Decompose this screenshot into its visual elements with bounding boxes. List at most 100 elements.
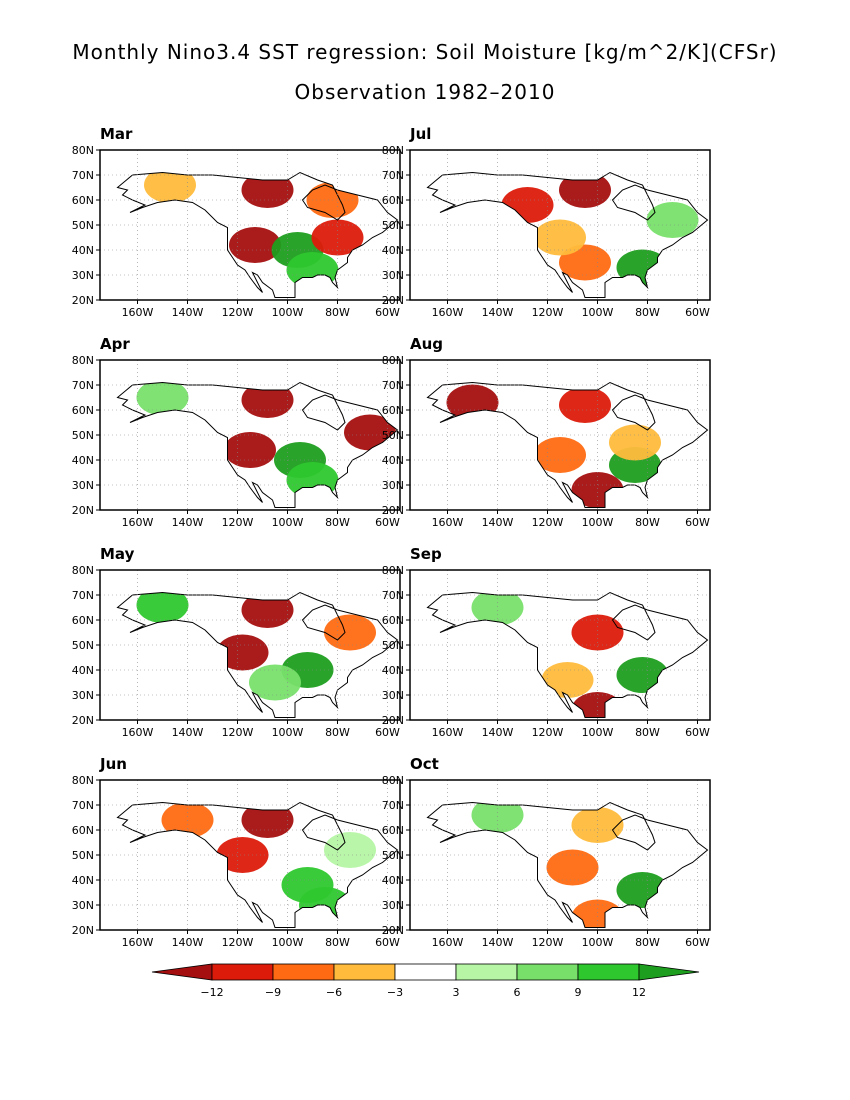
panel-label: Jul (410, 125, 432, 143)
map-panel-may: May 160W 140W 120W 100W 80W 60W 20N 30N 40N 50N 60N… (50, 545, 401, 750)
colorbar-swatch (577, 963, 640, 981)
y-tick-label: 50N (72, 639, 94, 652)
x-tick-label: 100W (272, 516, 304, 529)
x-tick-label: 120W (532, 726, 564, 739)
x-tick-label: 60W (685, 516, 710, 529)
anomaly-blob (136, 382, 189, 416)
x-tick-label: 60W (375, 306, 400, 319)
y-tick-label: 60N (72, 404, 94, 417)
map-plot: 160W 140W 120W 100W 80W 60W20N30N40N50N60N70N… (72, 354, 401, 529)
y-tick-label: 70N (382, 379, 404, 392)
colorbar-label: 6 (514, 986, 521, 999)
y-tick-label: 30N (382, 479, 404, 492)
colorbar-label: 9 (575, 986, 582, 999)
x-tick-label: 160W (432, 306, 464, 319)
map-panel-mar: Mar 160W 140W 120W 100W 80W 60W 20N 30N 40N 50N 60N… (50, 125, 401, 330)
colorbar-label: −12 (200, 986, 223, 999)
x-tick-label: 160W (432, 936, 464, 949)
y-tick-label: 30N (72, 479, 94, 492)
anomaly-blob (646, 202, 699, 238)
x-tick-label: 120W (222, 936, 254, 949)
x-tick-label: 100W (272, 726, 304, 739)
colorbar-label: 12 (632, 986, 646, 999)
x-tick-label: 160W (432, 516, 464, 529)
x-tick-label: 80W (325, 726, 350, 739)
x-tick-label: 80W (325, 306, 350, 319)
anomaly-blob (559, 387, 611, 423)
y-tick-label: 30N (72, 899, 94, 912)
x-tick-label: 60W (685, 936, 710, 949)
x-tick-label: 120W (532, 516, 564, 529)
x-tick-label: 80W (325, 516, 350, 529)
y-tick-label: 70N (382, 169, 404, 182)
anomaly-blob (616, 249, 669, 286)
y-tick-label: 40N (72, 664, 94, 677)
map-panel-sep: Sep 160W 140W 120W 100W 80W 60W 20N 30N 40N 50N 60N… (360, 545, 711, 750)
y-tick-label: 60N (382, 824, 404, 837)
anomaly-blob (224, 432, 276, 468)
y-tick-label: 80N (382, 144, 404, 157)
colorbar-swatch (394, 963, 457, 981)
panel-label: Jun (100, 755, 127, 773)
y-tick-label: 60N (72, 194, 94, 207)
map-panel-jul: Jul 160W 140W 120W 100W 80W 60W 20N 30N 40N 50N 60N… (360, 125, 711, 330)
y-tick-label: 60N (382, 404, 404, 417)
map-plot: 160W 140W 120W 100W 80W 60W20N30N40N50N60N70N… (382, 144, 711, 319)
y-tick-label: 20N (72, 504, 94, 517)
x-tick-label: 100W (582, 936, 614, 949)
anomaly-blob (241, 592, 294, 628)
colorbar-swatch (333, 963, 396, 981)
x-tick-label: 140W (172, 306, 204, 319)
anomaly-blob (541, 662, 594, 698)
x-tick-label: 120W (222, 306, 254, 319)
anomaly-blob (229, 227, 281, 263)
anomaly-blob (571, 472, 624, 508)
anomaly-blob (241, 382, 294, 418)
anomaly-blob (324, 614, 376, 651)
colorbar-swatch (151, 963, 213, 981)
y-tick-label: 20N (382, 294, 404, 307)
x-tick-label: 140W (172, 936, 204, 949)
panel-label: Sep (410, 545, 442, 563)
y-tick-label: 30N (72, 689, 94, 702)
anomaly-blob (286, 462, 339, 498)
x-tick-label: 160W (122, 306, 154, 319)
colorbar-swatch (638, 963, 700, 981)
map-plot: 160W 140W 120W 100W 80W 60W20N30N40N50N60N70N… (72, 144, 401, 319)
y-tick-label: 40N (382, 244, 404, 257)
x-tick-label: 140W (482, 936, 514, 949)
colorbar-swatch (211, 963, 274, 981)
anomaly-blob (136, 592, 189, 623)
panel-label: Oct (410, 755, 439, 773)
colorbar-label: −3 (387, 986, 403, 999)
y-tick-label: 60N (382, 614, 404, 627)
map-plot: 160W 140W 120W 100W 80W 60W20N30N40N50N60N70N… (382, 774, 711, 949)
x-tick-label: 80W (635, 936, 660, 949)
colorbar: −12 −9 −6 −3 3 6 9 12 (150, 962, 700, 1002)
anomaly-blob (534, 437, 586, 473)
y-tick-label: 20N (382, 714, 404, 727)
x-tick-label: 100W (272, 936, 304, 949)
y-tick-label: 40N (72, 874, 94, 887)
y-tick-label: 40N (72, 244, 94, 257)
map-panel-aug: Aug 160W 140W 120W 100W 80W 60W 20N 30N 40N 50N 60N… (360, 335, 711, 540)
anomaly-blob (501, 187, 554, 223)
x-tick-label: 160W (122, 726, 154, 739)
x-tick-label: 60W (375, 516, 400, 529)
y-tick-label: 20N (382, 924, 404, 937)
x-tick-label: 140W (482, 726, 514, 739)
x-tick-label: 80W (325, 936, 350, 949)
map-plot: 160W 140W 120W 100W 80W 60W20N30N40N50N60N70N… (382, 354, 711, 529)
panel-label: Aug (410, 335, 444, 353)
y-tick-label: 80N (72, 774, 94, 787)
y-tick-label: 60N (382, 194, 404, 207)
panel-label: Apr (100, 335, 130, 353)
y-tick-label: 80N (382, 564, 404, 577)
x-tick-label: 140W (172, 726, 204, 739)
y-tick-label: 50N (382, 219, 404, 232)
y-tick-label: 20N (382, 504, 404, 517)
anomaly-blob (546, 849, 599, 886)
x-tick-label: 100W (582, 516, 614, 529)
y-tick-label: 20N (72, 714, 94, 727)
y-tick-label: 80N (72, 144, 94, 157)
